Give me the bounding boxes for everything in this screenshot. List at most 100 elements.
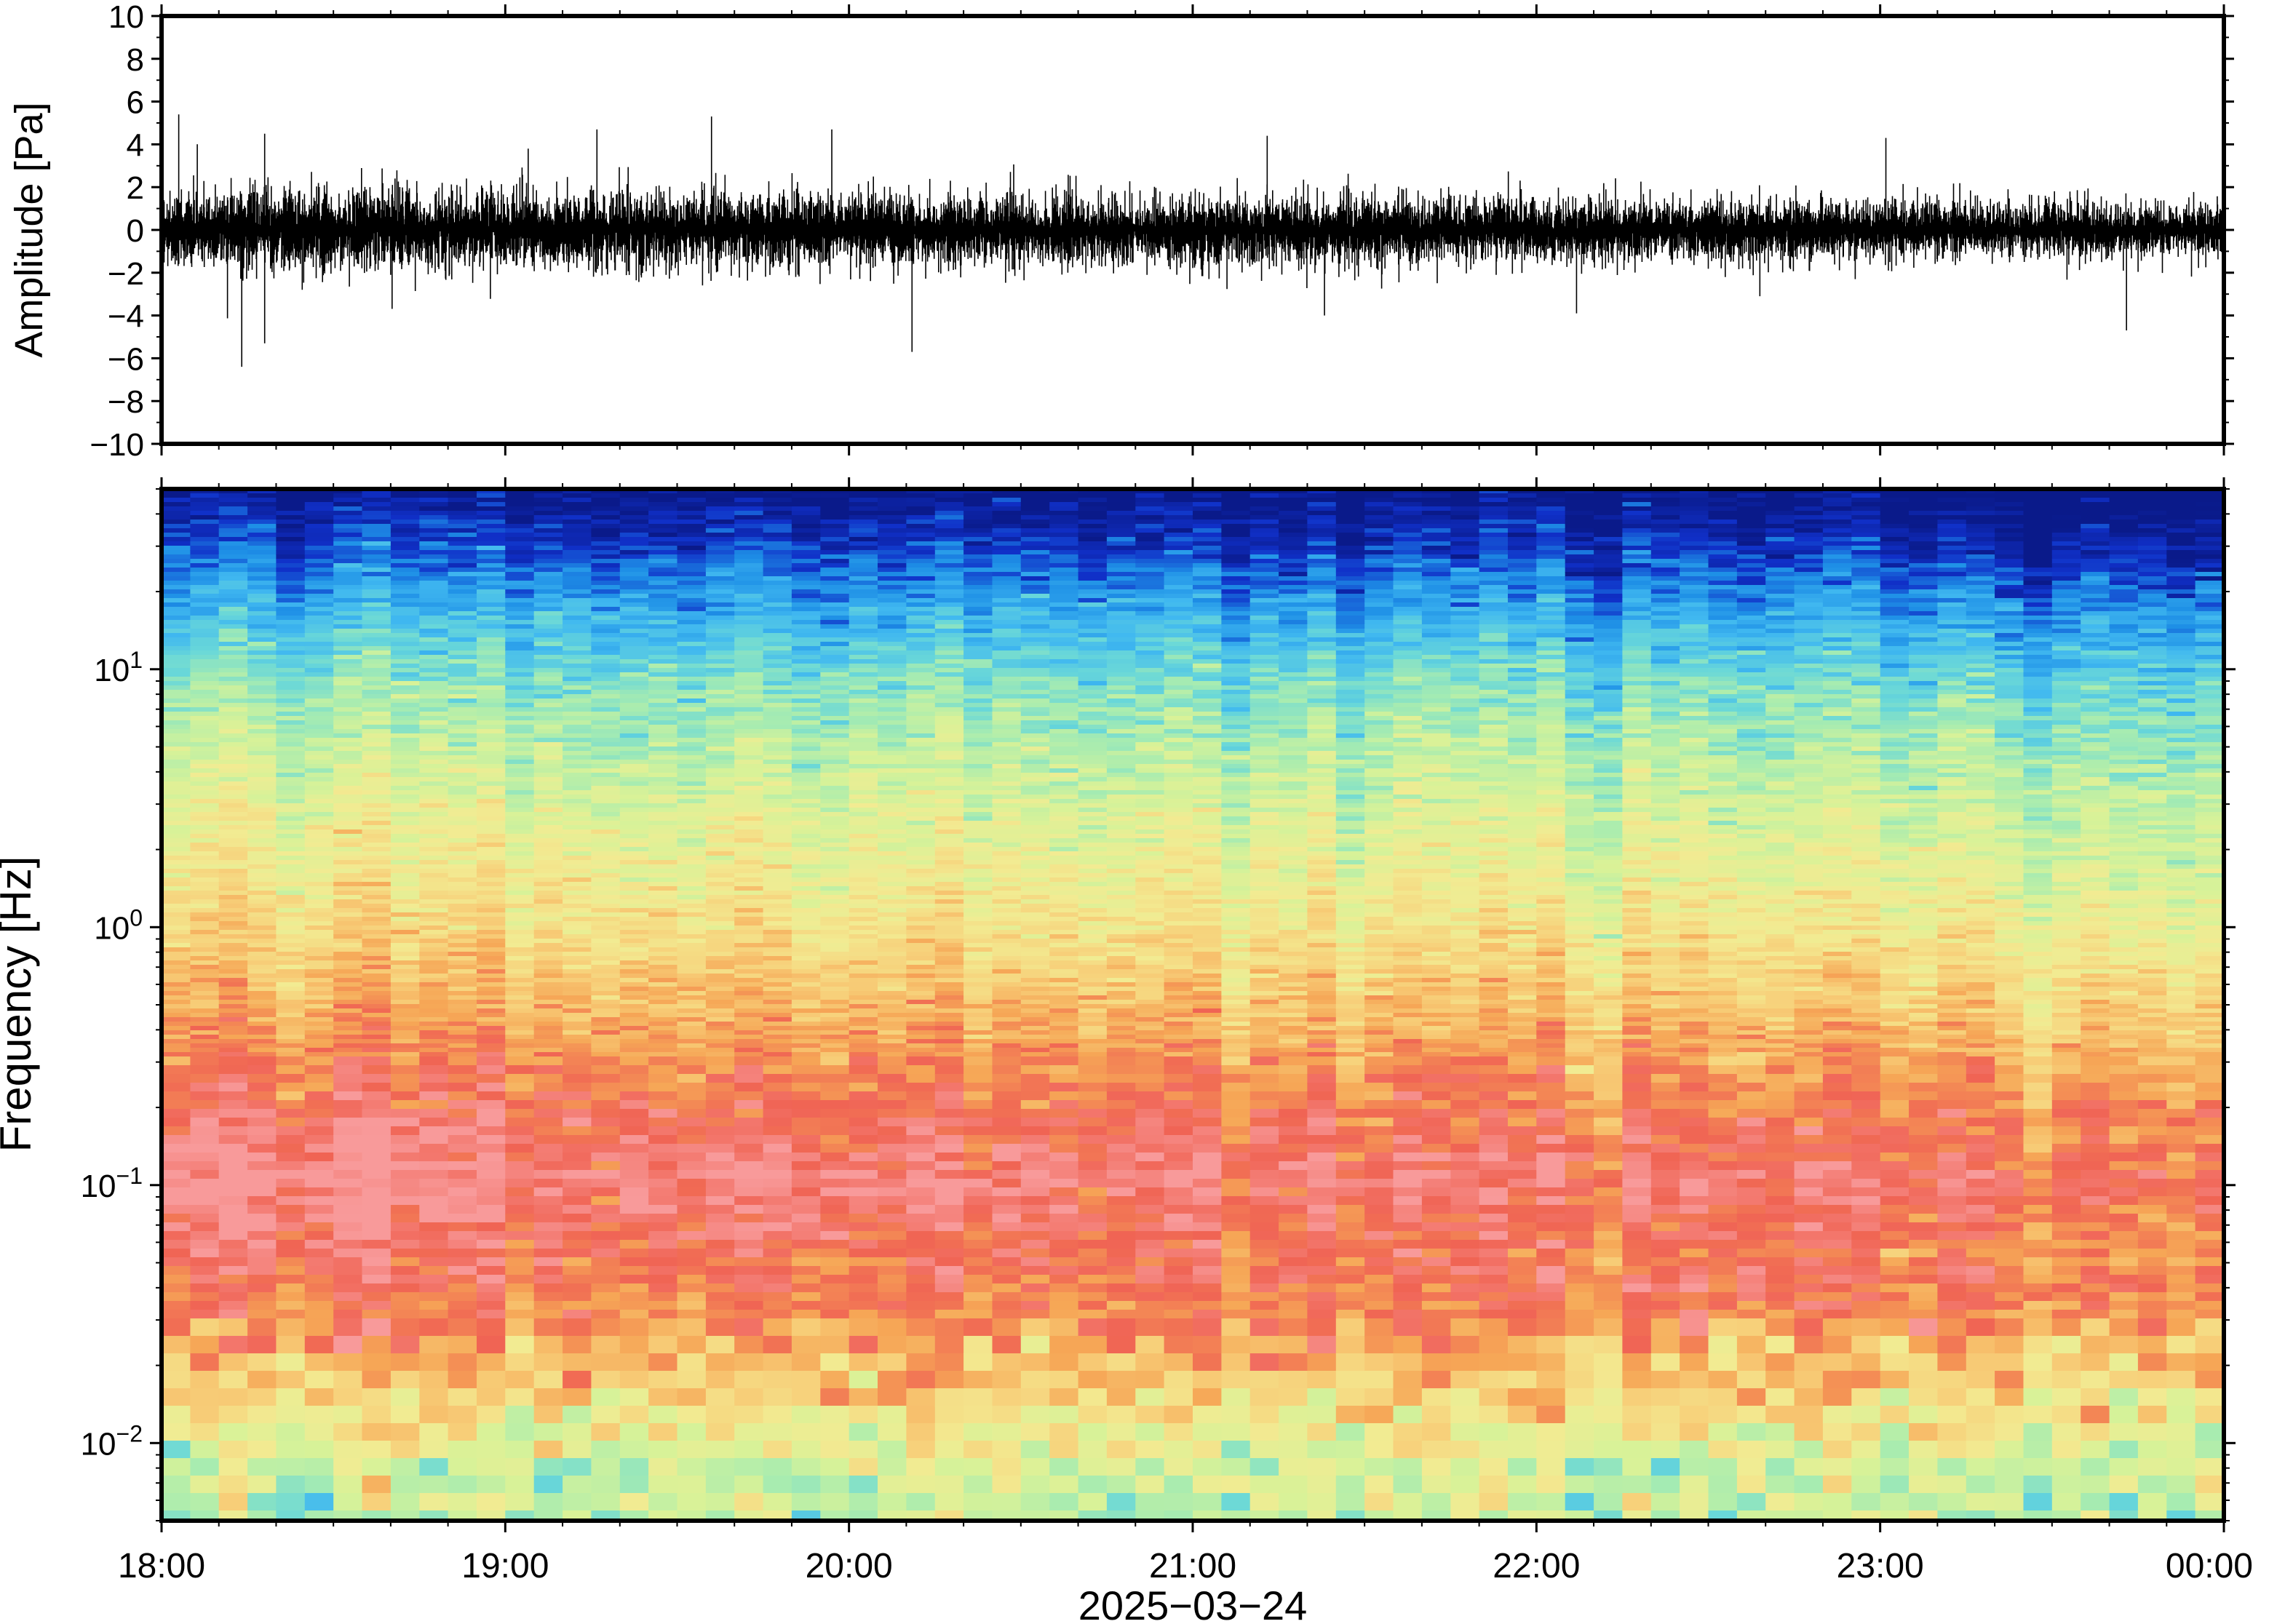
spectrogram-cell bbox=[677, 550, 707, 555]
spectrogram-cell bbox=[333, 860, 363, 865]
spectrogram-cell bbox=[162, 650, 191, 656]
spectrogram-cell bbox=[477, 899, 506, 904]
spectrogram-cell bbox=[878, 768, 907, 773]
spectrogram-cell bbox=[648, 629, 678, 634]
spectrogram-cell bbox=[218, 860, 248, 865]
spectrogram-cell bbox=[849, 581, 878, 586]
spectrogram-cell bbox=[734, 1406, 764, 1424]
spectrogram-cell bbox=[648, 650, 678, 656]
spectrogram-cell bbox=[333, 1205, 363, 1214]
spectrogram-cell bbox=[849, 1118, 878, 1127]
spectrogram-cell bbox=[162, 594, 191, 599]
spectrogram-cell bbox=[362, 607, 392, 612]
spectrogram-cell bbox=[677, 956, 707, 961]
spectrogram-cell bbox=[563, 1371, 592, 1389]
spectrogram-cell bbox=[304, 786, 334, 791]
spectrogram-cell bbox=[362, 952, 392, 957]
spectrogram-cell bbox=[648, 934, 678, 939]
spectrogram-cell bbox=[505, 908, 535, 913]
spectrogram-cell bbox=[190, 930, 220, 935]
spectrogram-cell bbox=[448, 493, 477, 498]
spectrogram-cell bbox=[333, 1222, 363, 1232]
spectrogram-cell bbox=[477, 1008, 506, 1014]
spectrogram-cell bbox=[705, 1222, 736, 1232]
spectrogram-cell bbox=[734, 1275, 764, 1284]
spectrogram-cell bbox=[734, 1249, 764, 1258]
spectrogram-cell bbox=[934, 1022, 964, 1027]
spectrogram-cell bbox=[333, 799, 363, 804]
spectrogram-cell bbox=[791, 891, 822, 896]
spectrogram-cell bbox=[218, 943, 248, 948]
spectrogram-cell bbox=[448, 1039, 477, 1044]
spectrogram-cell bbox=[563, 1022, 592, 1027]
spectrogram-cell bbox=[477, 650, 506, 656]
spectrogram-cell bbox=[304, 860, 334, 865]
spectrogram-cell bbox=[906, 528, 936, 533]
spectrogram-cell bbox=[648, 930, 678, 935]
spectrogram-cell bbox=[533, 1187, 563, 1197]
spectrogram-cell bbox=[505, 821, 535, 826]
spectrogram-cell bbox=[505, 939, 535, 944]
spectrogram-cell bbox=[419, 559, 449, 564]
spectrogram-cell bbox=[878, 581, 907, 586]
spectrogram-cell bbox=[390, 655, 421, 660]
spectrogram-cell bbox=[276, 781, 306, 787]
spectrogram-cell bbox=[878, 489, 907, 494]
amplitude-ytick-label: −2 bbox=[108, 256, 144, 292]
spectrogram-cell bbox=[619, 947, 649, 952]
spectrogram-cell bbox=[734, 598, 764, 603]
spectrogram-cell bbox=[533, 995, 563, 1000]
spectrogram-cell bbox=[734, 904, 764, 909]
spectrogram-cell bbox=[276, 716, 306, 721]
spectrogram-cell bbox=[304, 589, 334, 594]
spectrogram-cell bbox=[390, 1004, 421, 1009]
spectrogram-cell bbox=[448, 1301, 477, 1310]
spectrogram-cell bbox=[563, 1030, 592, 1035]
spectrogram-cell bbox=[563, 1406, 592, 1424]
spectrogram-cell bbox=[276, 502, 306, 507]
spectrogram-cell bbox=[505, 712, 535, 717]
spectrogram-cell bbox=[533, 637, 563, 642]
spectrogram-cell bbox=[162, 1231, 191, 1241]
spectrogram-cell bbox=[563, 821, 592, 826]
spectrogram-cell bbox=[705, 528, 736, 533]
spectrogram-cell bbox=[333, 642, 363, 647]
spectrogram-cell bbox=[190, 829, 220, 835]
spectrogram-cell bbox=[619, 926, 649, 931]
spectrogram-cell bbox=[448, 1052, 477, 1057]
spectrogram-cell bbox=[849, 799, 878, 804]
spectrogram-cell bbox=[820, 965, 850, 970]
spectrogram-cell bbox=[734, 1026, 764, 1031]
spectrogram-cell bbox=[619, 956, 649, 961]
spectrogram-cell bbox=[218, 764, 248, 769]
spectrogram-cell bbox=[934, 895, 964, 900]
spectrogram-cell bbox=[849, 563, 878, 568]
spectrogram-cell bbox=[505, 537, 535, 542]
spectrogram-cell bbox=[849, 629, 878, 634]
spectrogram-cell bbox=[648, 572, 678, 577]
spectrogram-cell bbox=[791, 1043, 822, 1048]
spectrogram-cell bbox=[763, 825, 792, 830]
spectrogram-cell bbox=[505, 838, 535, 843]
spectrogram-cell bbox=[849, 860, 878, 865]
spectrogram-cell bbox=[705, 843, 736, 848]
spectrogram-cell bbox=[677, 1013, 707, 1018]
spectrogram-cell bbox=[677, 1240, 707, 1249]
spectrogram-cell bbox=[934, 1458, 964, 1476]
spectrogram-cell bbox=[619, 672, 649, 677]
spectrogram-cell bbox=[362, 982, 392, 987]
spectrogram-cell bbox=[505, 646, 535, 651]
spectrogram-cell bbox=[820, 882, 850, 887]
spectrogram-cell bbox=[820, 917, 850, 922]
spectrogram-cell bbox=[934, 1135, 964, 1145]
spectrogram-cell bbox=[591, 926, 621, 931]
spectrogram-cell bbox=[878, 1035, 907, 1040]
spectrogram-cell bbox=[533, 572, 563, 577]
spectrogram-cell bbox=[419, 764, 449, 769]
spectrogram-cell bbox=[791, 502, 822, 507]
spectrogram-cell bbox=[763, 1179, 792, 1188]
spectrogram-cell bbox=[419, 1118, 449, 1127]
spectrogram-cell bbox=[677, 520, 707, 525]
spectrogram-cell bbox=[934, 812, 964, 817]
spectrogram-cell bbox=[533, 790, 563, 795]
